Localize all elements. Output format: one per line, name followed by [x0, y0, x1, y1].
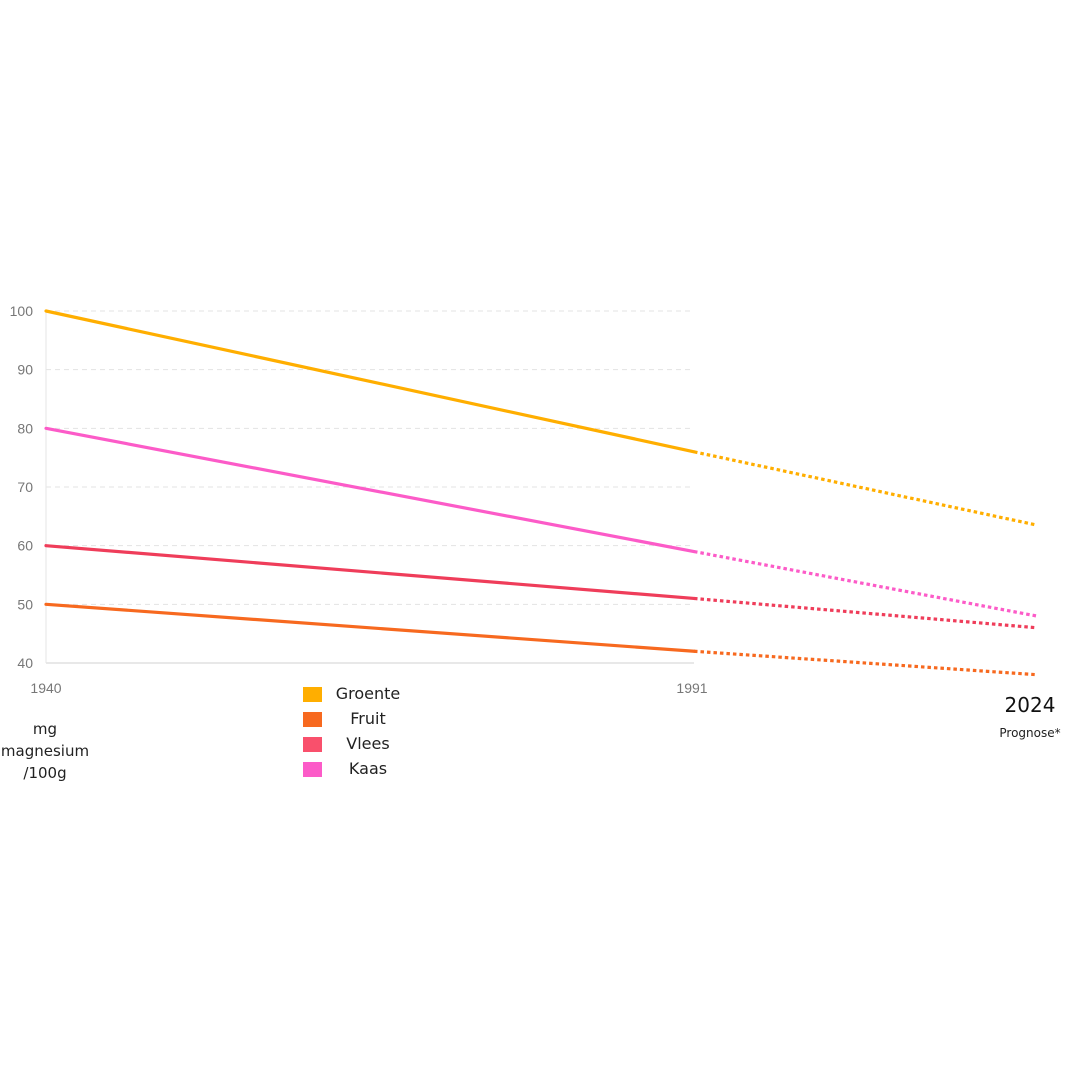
legend-item-vlees: Vlees — [303, 734, 423, 759]
legend-swatch — [303, 737, 322, 752]
legend-item-fruit: Fruit — [303, 709, 423, 734]
y-tick-label: 60 — [17, 538, 33, 554]
legend: Groente Fruit Vlees Kaas — [303, 684, 423, 784]
y-axis-label: mg magnesium /100g — [0, 718, 90, 784]
legend-label: Fruit — [350, 709, 386, 728]
legend-swatch — [303, 762, 322, 777]
y-tick-label: 100 — [10, 303, 34, 319]
legend-item-groente: Groente — [303, 684, 423, 709]
grid-lines — [45, 310, 694, 664]
x-axis-end-label: 2024 — [1004, 693, 1056, 717]
x-tick-label: 1991 — [676, 680, 707, 696]
y-tick-label: 40 — [17, 655, 33, 671]
legend-swatch — [303, 687, 322, 702]
legend-label: Groente — [335, 684, 401, 703]
series-line-fruit — [44, 602, 696, 653]
series-line-kaas — [44, 426, 696, 554]
series-line-groente — [44, 309, 696, 454]
forecast-line-kaas — [693, 549, 1038, 618]
y-axis-label-line: /100g — [23, 764, 67, 782]
legend-item-kaas: Kaas — [303, 759, 423, 784]
forecast-line-groente — [693, 450, 1038, 527]
series-line-vlees — [44, 544, 696, 601]
legend-swatch — [303, 712, 322, 727]
y-axis-ticks: 100 90 80 70 60 50 40 — [10, 303, 34, 671]
y-axis-label-line: mg — [32, 720, 58, 738]
legend-label: Kaas — [348, 759, 388, 778]
forecast-line-vlees — [693, 596, 1038, 630]
y-axis-label-line: magnesium — [0, 742, 90, 760]
legend-label: Vlees — [346, 734, 390, 753]
y-tick-label: 50 — [17, 596, 33, 612]
x-axis-end-note: Prognose* — [999, 726, 1061, 740]
y-tick-label: 80 — [17, 420, 33, 436]
x-tick-label: 1940 — [30, 680, 61, 696]
series-lines — [44, 309, 1038, 677]
x-axis-ticks: 1940 1991 — [30, 680, 707, 696]
y-tick-label: 70 — [17, 479, 33, 495]
forecast-line-fruit — [693, 649, 1038, 677]
y-tick-label: 90 — [17, 362, 33, 378]
